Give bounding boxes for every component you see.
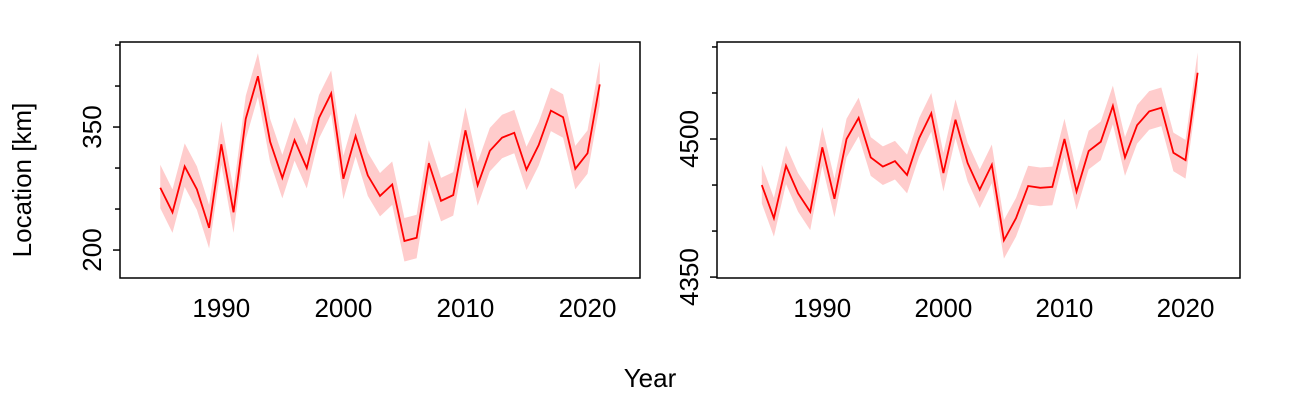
plot-frame [716,41,1241,279]
x-tick-label: 2000 [314,293,372,323]
plot-frame [119,41,641,279]
x-tick-label: 2010 [1036,293,1094,323]
x-tick-label: 2020 [559,293,617,323]
x-tick-label: 1990 [793,293,851,323]
x-tick-label: 2020 [1157,293,1215,323]
y-tick-label: 200 [77,228,107,271]
x-axis-label: Year [624,363,677,393]
y-tick-label: 4350 [674,248,704,306]
line [159,75,601,243]
line [760,72,1199,243]
y-tick-label: 350 [77,105,107,148]
y-axis-label: Location [km] [7,103,37,258]
y-tick-label: 4500 [674,110,704,168]
x-tick-label: 2010 [437,293,495,323]
x-tick-label: 2000 [914,293,972,323]
x-tick-label: 1990 [192,293,250,323]
